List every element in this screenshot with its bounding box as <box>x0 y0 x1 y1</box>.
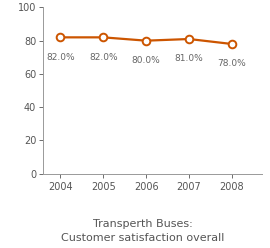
Text: 82.0%: 82.0% <box>46 53 75 62</box>
Text: 80.0%: 80.0% <box>132 56 160 65</box>
Text: Transperth Buses:
Customer satisfaction overall: Transperth Buses: Customer satisfaction … <box>61 219 225 243</box>
Text: 81.0%: 81.0% <box>175 54 203 63</box>
Text: 82.0%: 82.0% <box>89 53 117 62</box>
Text: 78.0%: 78.0% <box>218 59 246 68</box>
